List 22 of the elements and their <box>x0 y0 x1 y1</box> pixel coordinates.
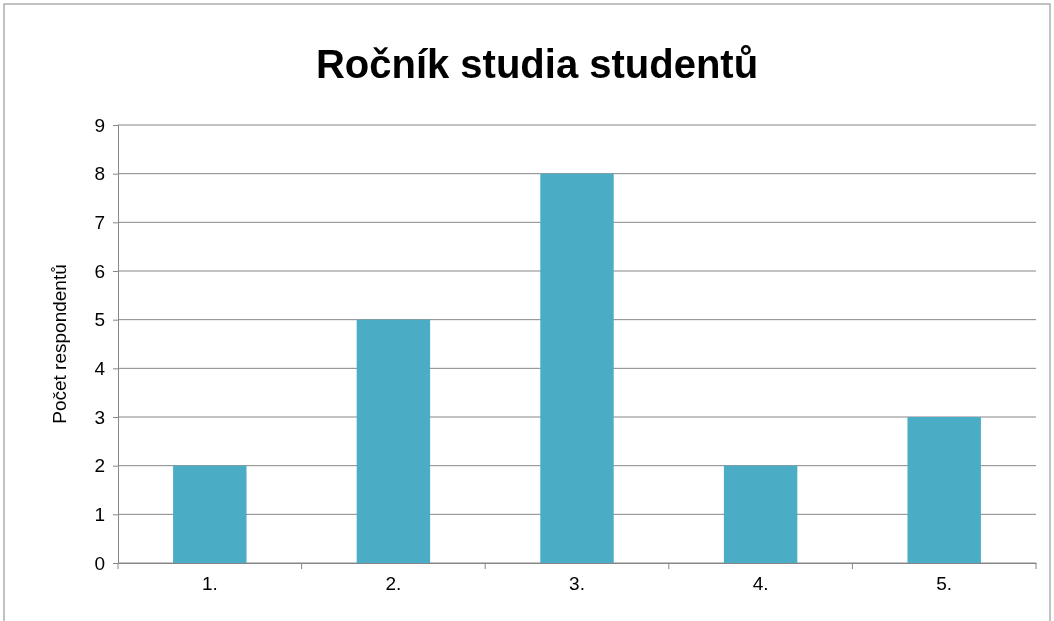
bar <box>173 465 247 563</box>
x-tick-label: 1. <box>201 573 218 595</box>
y-tick-label: 5 <box>94 309 105 331</box>
y-tick-label: 9 <box>94 114 105 136</box>
x-tick-label: 3. <box>569 573 585 595</box>
y-tick-label: 0 <box>94 552 105 574</box>
bar <box>907 417 981 563</box>
y-tick-label: 3 <box>94 406 105 428</box>
y-tick-label: 7 <box>94 211 105 233</box>
x-tick-label: 2. <box>385 573 402 595</box>
y-tick-label: 8 <box>94 163 105 185</box>
bar <box>723 465 798 563</box>
y-tick-label: 2 <box>94 455 105 477</box>
bar <box>356 319 431 563</box>
x-tick-label: 4. <box>752 573 769 595</box>
bar <box>540 173 614 563</box>
y-tick-label: 4 <box>94 357 106 379</box>
y-axis-title: Počet respondentů <box>49 264 70 424</box>
y-tick-label: 1 <box>94 503 105 525</box>
y-tick-label: 6 <box>94 260 105 282</box>
chart-title: Ročník studia studentů <box>315 42 759 86</box>
x-tick-label: 5. <box>936 573 953 595</box>
